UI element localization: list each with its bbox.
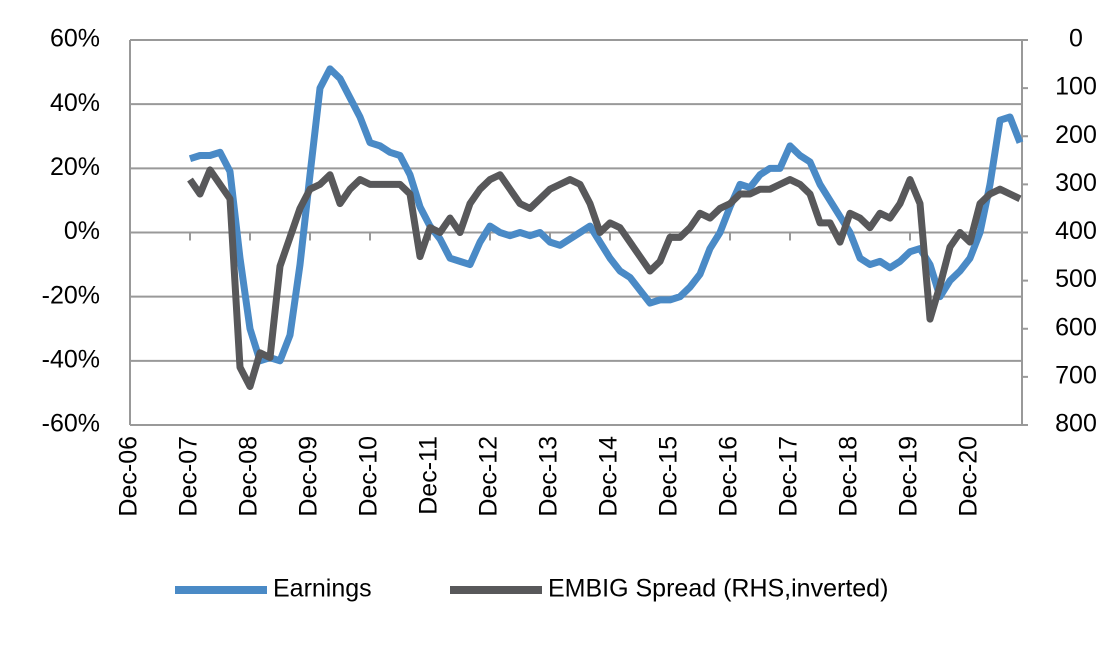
y-tick-label: -40% xyxy=(42,345,100,373)
x-tick-label: Dec-19 xyxy=(895,436,923,517)
y2-tick-label: 600 xyxy=(1055,313,1097,341)
y2-tick-label: 500 xyxy=(1055,265,1097,293)
x-tick-label: Dec-16 xyxy=(715,436,743,517)
legend-label: EMBIG Spread (RHS,inverted) xyxy=(548,575,888,603)
y-tick-label: -60% xyxy=(42,410,100,438)
x-tick-label: Dec-08 xyxy=(235,436,263,517)
x-tick-label: Dec-15 xyxy=(655,436,683,517)
x-tick-label: Dec-14 xyxy=(595,436,623,517)
y-tick-label: 60% xyxy=(50,25,100,53)
y2-tick-label: 800 xyxy=(1055,410,1097,438)
y2-tick-label: 0 xyxy=(1069,25,1083,53)
x-tick-label: Dec-07 xyxy=(175,436,203,517)
x-tick-label: Dec-17 xyxy=(775,436,803,517)
x-tick-label: Dec-11 xyxy=(415,436,443,515)
y2-tick-label: 700 xyxy=(1055,361,1097,389)
y-tick-label: 0% xyxy=(64,217,100,245)
y-tick-label: -20% xyxy=(42,281,100,309)
y-tick-label: 20% xyxy=(50,153,100,181)
y-tick-label: 40% xyxy=(50,89,100,117)
x-tick-label: Dec-13 xyxy=(535,436,563,517)
x-tick-label: Dec-10 xyxy=(355,436,383,517)
legend-label: Earnings xyxy=(273,575,372,603)
y2-tick-label: 400 xyxy=(1055,217,1097,245)
series-line xyxy=(188,65,1024,365)
series-line xyxy=(187,166,1022,390)
y2-tick-label: 200 xyxy=(1055,121,1097,149)
y2-tick-label: 100 xyxy=(1055,73,1097,101)
x-tick-label: Dec-20 xyxy=(955,436,983,517)
x-tick-label: Dec-18 xyxy=(835,436,863,517)
x-tick-label: Dec-09 xyxy=(295,436,323,517)
x-tick-label: Dec-12 xyxy=(475,436,503,517)
y2-tick-label: 300 xyxy=(1055,169,1097,197)
x-tick-label: Dec-06 xyxy=(115,436,143,517)
